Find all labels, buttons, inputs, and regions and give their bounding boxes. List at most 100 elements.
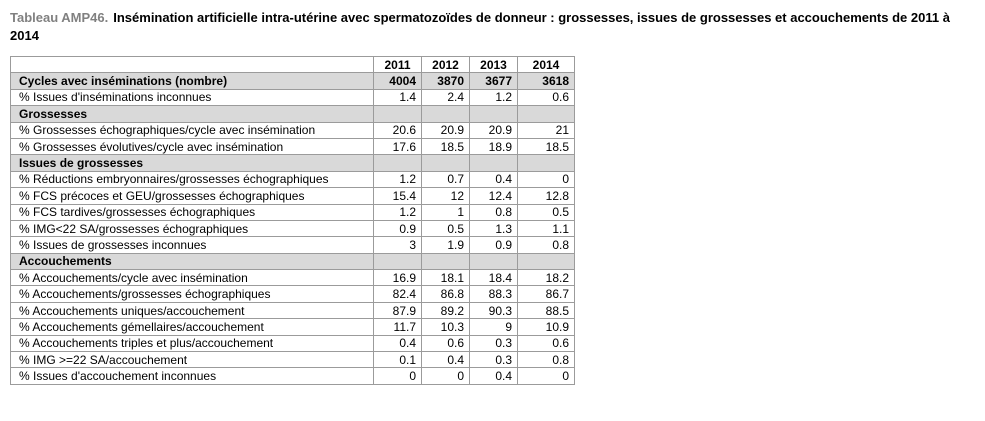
row-value: 15.4: [373, 187, 422, 205]
row-value: 1.2: [373, 203, 422, 221]
row-value: 18.5: [517, 137, 575, 156]
table-row: % FCS précoces et GEU/grossesses échogra…: [10, 187, 575, 205]
table-row: % FCS tardives/grossesses échographiques…: [10, 203, 575, 221]
row-value: 0.1: [373, 351, 422, 369]
row-label: % IMG<22 SA/grossesses échographiques: [10, 219, 374, 238]
row-label: % FCS tardives/grossesses échographiques: [10, 203, 374, 221]
row-label: % Accouchements/grossesses échographique…: [10, 285, 374, 303]
table-header-row: 2011 2012 2013 2014: [10, 55, 575, 74]
row-value: 90.3: [469, 301, 518, 320]
row-label: % Réductions embryonnaires/grossesses éc…: [10, 170, 374, 189]
report-page: Tableau AMP46. Insémination artificielle …: [10, 10, 950, 385]
row-value: 88.5: [517, 301, 575, 320]
row-value: 1.2: [469, 88, 518, 107]
row-value: 0.7: [421, 170, 470, 189]
row-value: 10.9: [517, 318, 575, 336]
table-row: % Accouchements triples et plus/accouche…: [10, 334, 575, 353]
row-value: 0.8: [517, 351, 575, 369]
row-value: 3: [373, 236, 422, 254]
row-value: 0: [517, 170, 575, 189]
row-value: 0.9: [469, 236, 518, 254]
table-header-year-2012: 2012: [421, 55, 470, 74]
stats-table: 2011 2012 2013 2014 Cycles avec insémina…: [10, 55, 575, 385]
table-row: % IMG >=22 SA/accouchement 0.1 0.4 0.3 0.8: [10, 351, 575, 369]
row-value: 1: [421, 203, 470, 221]
table-row: % Accouchements gémellaires/accouchement…: [10, 318, 575, 336]
row-value: 0: [421, 367, 470, 385]
section-header-row: Issues de grossesses: [10, 154, 575, 172]
section-header-row: Grossesses: [10, 105, 575, 123]
row-value: 1.1: [517, 219, 575, 238]
row-value: [517, 252, 575, 271]
row-value: 12.4: [469, 187, 518, 205]
row-value: 3677: [469, 72, 518, 90]
row-value: [517, 154, 575, 172]
row-value: 0.4: [469, 367, 518, 385]
row-label: % Grossesses échographiques/cycle avec i…: [10, 121, 374, 139]
row-label: % Accouchements triples et plus/accouche…: [10, 334, 374, 353]
row-value: 0.8: [469, 203, 518, 221]
row-value: 20.9: [421, 121, 470, 139]
row-value: 0.3: [469, 334, 518, 353]
row-label: % Accouchements gémellaires/accouchement: [10, 318, 374, 336]
table-row: % Réductions embryonnaires/grossesses éc…: [10, 170, 575, 189]
row-value: 87.9: [373, 301, 422, 320]
table-row: % Grossesses échographiques/cycle avec i…: [10, 121, 575, 139]
table-header-year-2011: 2011: [373, 55, 422, 74]
row-value: 21: [517, 121, 575, 139]
row-label: Cycles avec inséminations (nombre): [10, 72, 374, 90]
row-value: 20.9: [469, 121, 518, 139]
row-value: [469, 154, 518, 172]
table-row: % IMG<22 SA/grossesses échographiques 0.9…: [10, 219, 575, 238]
row-value: 89.2: [421, 301, 470, 320]
row-value: 0.6: [517, 334, 575, 353]
row-value: 18.9: [469, 137, 518, 156]
row-value: 9: [469, 318, 518, 336]
row-value: 12: [421, 187, 470, 205]
row-value: [421, 252, 470, 271]
highlight-row: Cycles avec inséminations (nombre) 4004 38…: [10, 72, 575, 90]
row-value: 18.1: [421, 269, 470, 287]
row-value: 0.4: [421, 351, 470, 369]
row-value: 86.8: [421, 285, 470, 303]
table-row: % Grossesses évolutives/cycle avec insém…: [10, 137, 575, 156]
row-value: 1.3: [469, 219, 518, 238]
row-value: 1.9: [421, 236, 470, 254]
row-value: 11.7: [373, 318, 422, 336]
row-value: [373, 154, 422, 172]
row-value: 82.4: [373, 285, 422, 303]
row-value: 12.8: [517, 187, 575, 205]
table-caption-text: Insémination artificielle intra-utérine …: [10, 10, 950, 43]
row-value: [421, 105, 470, 123]
row-value: 4004: [373, 72, 422, 90]
table-row: % Issues d'inséminations inconnues 1.4 2.4…: [10, 88, 575, 107]
row-value: 2.4: [421, 88, 470, 107]
row-value: 10.3: [421, 318, 470, 336]
row-value: [469, 105, 518, 123]
row-label: % Issues d'accouchement inconnues: [10, 367, 374, 385]
row-value: 0.5: [421, 219, 470, 238]
row-value: 0: [517, 367, 575, 385]
row-label: Grossesses: [10, 105, 374, 123]
row-value: 0.6: [517, 88, 575, 107]
row-value: 16.9: [373, 269, 422, 287]
row-value: 20.6: [373, 121, 422, 139]
row-value: 18.5: [421, 137, 470, 156]
row-value: [373, 105, 422, 123]
row-value: 0: [373, 367, 422, 385]
row-label: % Issues de grossesses inconnues: [10, 236, 374, 254]
row-label: % Issues d'inséminations inconnues: [10, 88, 374, 107]
row-value: 0.4: [373, 334, 422, 353]
row-label: % Accouchements/cycle avec insémination: [10, 269, 374, 287]
row-value: 3870: [421, 72, 470, 90]
row-value: 0.9: [373, 219, 422, 238]
row-label: % Accouchements uniques/accouchement: [10, 301, 374, 320]
row-value: [373, 252, 422, 271]
row-label: % Grossesses évolutives/cycle avec insém…: [10, 137, 374, 156]
table-row: % Accouchements uniques/accouchement 87.9…: [10, 301, 575, 320]
row-value: 0.6: [421, 334, 470, 353]
table-header-empty-cell: [10, 55, 374, 74]
row-value: 18.2: [517, 269, 575, 287]
table-row: % Accouchements/cycle avec insémination 1…: [10, 269, 575, 287]
row-value: 17.6: [373, 137, 422, 156]
